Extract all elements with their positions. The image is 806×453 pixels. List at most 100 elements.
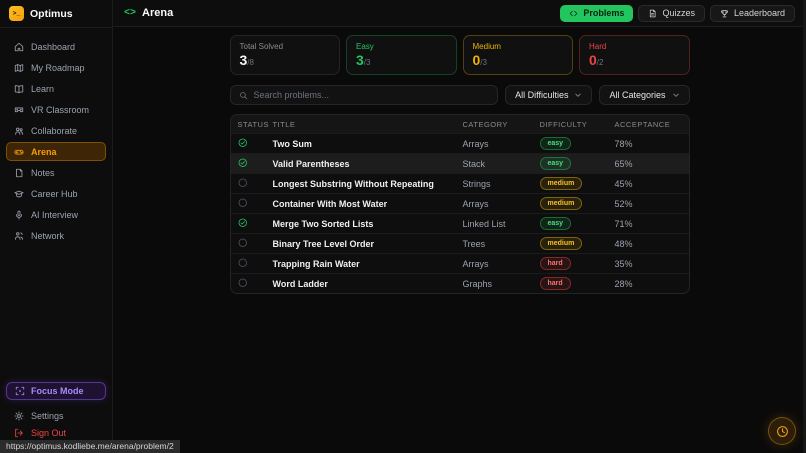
difficulty-filter-dropdown[interactable]: All Difficulties — [505, 85, 593, 105]
stat-value: 0/2 — [589, 52, 604, 68]
status-cell — [231, 158, 273, 170]
difficulty-badge: hard — [539, 277, 571, 291]
problem-category: Arrays — [462, 138, 489, 149]
sidebar-item-label: Dashboard — [31, 41, 76, 52]
chevron-down-icon — [574, 91, 582, 99]
sidebar-item-my-roadmap[interactable]: My Roadmap — [6, 58, 106, 77]
home-icon — [14, 42, 24, 52]
problem-row-binary-tree-level-order[interactable]: Binary Tree Level Order Trees medium 48% — [230, 233, 689, 253]
sign-out-button[interactable]: Sign Out — [6, 424, 106, 441]
search-input[interactable] — [253, 90, 490, 100]
sidebar-item-learn[interactable]: Learn — [6, 79, 106, 98]
problems-table: STATUS TITLE CATEGORY DIFFICULTY ACCEPTA… — [229, 114, 690, 294]
sidebar-item-notes[interactable]: Notes — [6, 163, 106, 182]
stat-value: 0/3 — [472, 52, 487, 68]
sidebar-bottom: Focus Mode Settings Sign Out — [0, 376, 112, 453]
scrollbar[interactable] — [803, 0, 806, 453]
quizzes-tab-button[interactable]: Quizzes — [638, 4, 705, 22]
note-icon — [14, 168, 24, 178]
sidebar-item-network[interactable]: Network — [6, 226, 106, 245]
problems-tab-button[interactable]: Problems — [560, 4, 634, 22]
tab-button-label: Leaderboard — [733, 8, 785, 18]
sidebar-item-career-hub[interactable]: Career Hub — [6, 184, 106, 203]
tab-button-label: Quizzes — [662, 8, 695, 18]
sidebar-item-dashboard[interactable]: Dashboard — [6, 37, 106, 56]
search-icon — [239, 91, 248, 100]
sidebar-item-label: Arena — [31, 146, 57, 157]
column-header-status: STATUS — [237, 119, 269, 129]
problem-title: Container With Most Water — [272, 198, 388, 209]
sidebar-item-ai-interview[interactable]: AI Interview — [6, 205, 106, 224]
stat-card-total-solved: Total Solved 3/8 — [229, 35, 340, 75]
problem-row-trapping-rain-water[interactable]: Trapping Rain Water Arrays hard 35% — [230, 253, 689, 273]
category-filter-value: All Categories — [609, 90, 666, 100]
focus-icon — [15, 386, 25, 396]
clock-icon — [776, 425, 789, 438]
focus-mode-button[interactable]: Focus Mode — [6, 382, 106, 400]
problem-row-container-with-most-water[interactable]: Container With Most Water Arrays medium 52% — [230, 193, 689, 213]
page-title-group: <> Arena — [124, 7, 173, 19]
sidebar-item-collaborate[interactable]: Collaborate — [6, 121, 106, 140]
sidebar-spacer — [0, 245, 112, 376]
gamepad-icon — [14, 147, 24, 157]
document-icon — [648, 9, 657, 18]
problem-title: Merge Two Sorted Lists — [272, 218, 374, 229]
difficulty-badge: easy — [539, 137, 572, 151]
problem-row-merge-two-sorted-lists[interactable]: Merge Two Sorted Lists Linked List easy 71% — [230, 213, 689, 233]
settings-button[interactable]: Settings — [6, 407, 106, 424]
circle-icon — [238, 278, 248, 288]
timer-fab-button[interactable] — [768, 417, 796, 445]
stat-total: /8 — [247, 58, 254, 67]
link-preview-statusbar: https://optimus.kodliebe.me/arena/proble… — [0, 440, 180, 453]
problem-title: Longest Substring Without Repeating — [272, 178, 434, 189]
difficulty-badge: medium — [539, 177, 583, 191]
graduation-cap-icon — [14, 189, 24, 199]
circle-icon — [238, 198, 248, 208]
sidebar-item-label: Collaborate — [31, 125, 78, 136]
difficulty-badge: medium — [539, 197, 583, 211]
table-body: Two Sum Arrays easy 78% Valid Parentheses Sta… — [230, 133, 689, 293]
table-header-row: STATUS TITLE CATEGORY DIFFICULTY ACCEPTA… — [230, 115, 689, 133]
sidebar-nav: Dashboard My Roadmap Learn VR Classroom Coll… — [0, 28, 112, 245]
stat-total: /3 — [363, 58, 371, 67]
page-title: Arena — [142, 7, 174, 19]
stat-total: /2 — [596, 58, 604, 67]
status-cell — [231, 238, 273, 250]
stat-card-easy: Easy 3/3 — [346, 35, 457, 75]
brand: >_ Optimus — [0, 0, 112, 28]
check-circle-icon — [238, 158, 248, 168]
status-cell — [231, 178, 273, 190]
code-icon — [569, 9, 578, 18]
sidebar-item-vr-classroom[interactable]: VR Classroom — [6, 100, 106, 119]
problem-row-valid-parentheses[interactable]: Valid Parentheses Stack easy 65% — [230, 153, 689, 173]
acceptance-rate: 65% — [614, 158, 633, 169]
difficulty-filter-value: All Difficulties — [515, 90, 569, 100]
problem-row-word-ladder[interactable]: Word Ladder Graphs hard 28% — [230, 273, 689, 293]
category-filter-dropdown[interactable]: All Categories — [599, 85, 690, 105]
column-header-difficulty: DIFFICULTY — [539, 119, 588, 129]
sidebar: >_ Optimus Dashboard My Roadmap Learn VR Cl… — [0, 0, 113, 453]
problem-title: Valid Parentheses — [272, 158, 350, 169]
circle-icon — [238, 238, 248, 248]
circle-icon — [238, 258, 248, 268]
sidebar-item-label: My Roadmap — [31, 62, 85, 73]
topbar: <> Arena Problems Quizzes Leaderboard — [113, 0, 806, 27]
column-header-acceptance: ACCEPTANCE — [614, 119, 671, 129]
status-cell — [231, 218, 273, 230]
sidebar-item-arena[interactable]: Arena — [6, 142, 106, 161]
problem-row-two-sum[interactable]: Two Sum Arrays easy 78% — [230, 133, 689, 153]
chevron-down-icon — [672, 91, 680, 99]
problem-title: Two Sum — [272, 138, 312, 149]
status-cell — [231, 278, 273, 290]
tab-button-label: Problems — [583, 8, 625, 18]
trophy-icon — [720, 9, 729, 18]
difficulty-cell: medium — [539, 237, 615, 251]
focus-mode-label: Focus Mode — [31, 386, 84, 396]
problem-row-longest-substring-without-repeating[interactable]: Longest Substring Without Repeating Strin… — [230, 173, 689, 193]
difficulty-cell: easy — [539, 217, 615, 231]
leaderboard-tab-button[interactable]: Leaderboard — [709, 4, 795, 22]
sidebar-item-label: AI Interview — [31, 209, 79, 220]
problem-category: Strings — [462, 178, 491, 189]
users-icon — [14, 126, 24, 136]
